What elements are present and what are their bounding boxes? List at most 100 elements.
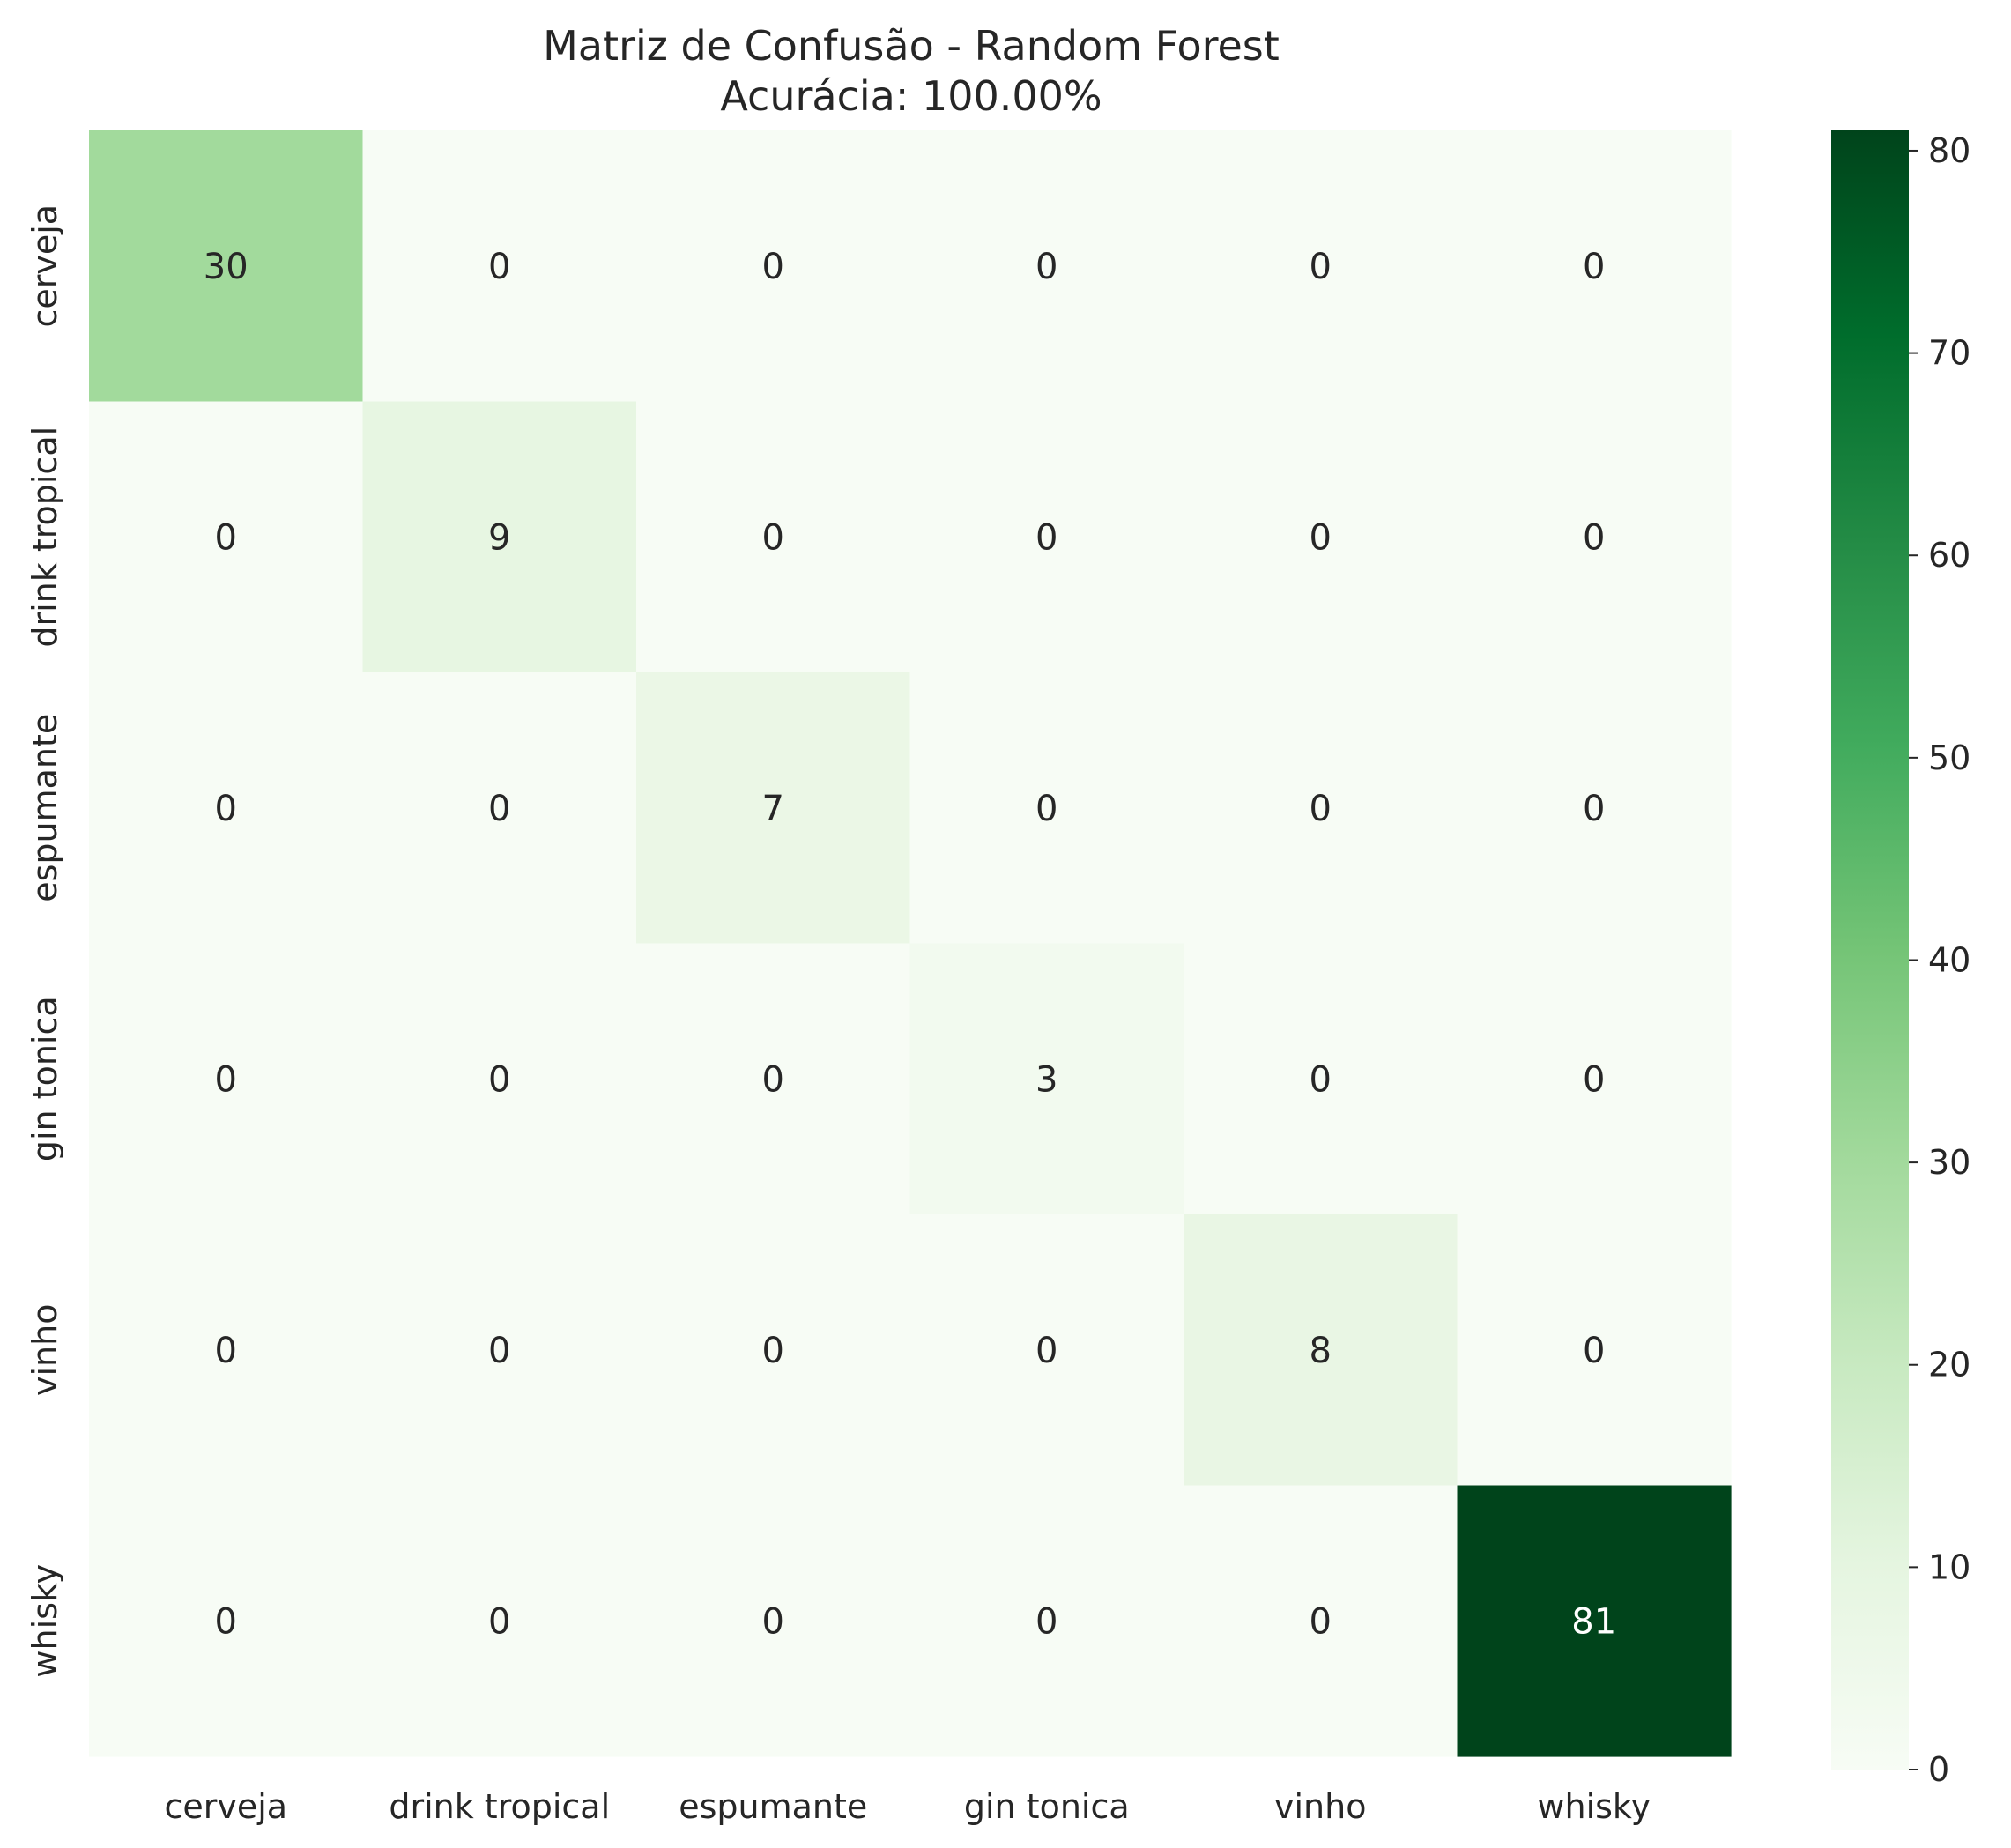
heatmap-cell-whisky-cerveja	[89, 1485, 364, 1757]
cell-value-label: 0	[1583, 1059, 1605, 1100]
cell-value-label: 0	[488, 1331, 510, 1371]
heatmap-cell-gin-tonica-cerveja	[89, 943, 364, 1215]
heatmap-cell-cerveja-drink-tropical	[362, 130, 637, 403]
cell-value-label: 0	[762, 1059, 784, 1100]
cell-value-label: 0	[1583, 517, 1605, 558]
cell-value-label: 9	[488, 517, 510, 558]
heatmap-cell-vinho-drink-tropical	[362, 1214, 637, 1487]
y-tick-label: espumante	[26, 714, 64, 902]
heatmap-cell-whisky-espumante	[636, 1485, 911, 1757]
heatmap-cell-espumante-whisky	[1457, 672, 1732, 945]
heatmap-cell-drink-tropical-gin-tonica	[909, 401, 1184, 673]
heatmap-cell-espumante-cerveja	[89, 672, 364, 945]
colorbar-tick-label: 10	[1928, 1547, 1970, 1586]
heatmap-cell-whisky-whisky	[1457, 1485, 1732, 1757]
heatmap-cell-vinho-gin-tonica	[909, 1214, 1184, 1487]
colorbar-tick-label: 80	[1928, 131, 1970, 170]
x-axis-ticks: cerveja drink tropical espumante gin tonica…	[164, 1787, 1651, 1826]
heatmap-cell-cerveja-vinho	[1184, 130, 1458, 403]
heatmap-cell-gin-tonica-drink-tropical	[362, 943, 637, 1215]
heatmap-cell-whisky-drink-tropical	[362, 1485, 637, 1757]
colorbar-tick-label: 20	[1928, 1346, 1970, 1384]
heatmap-cell-gin-tonica-espumante	[636, 943, 911, 1215]
chart-title: Matriz de Confusão - Random Forest	[543, 22, 1280, 70]
heatmap-cell-drink-tropical-cerveja	[89, 401, 364, 673]
colorbar-tick-label: 0	[1928, 1750, 1949, 1789]
heatmap-cell-espumante-gin-tonica	[909, 672, 1184, 945]
cell-value-label: 0	[215, 1331, 237, 1371]
cell-value-label: 30	[204, 247, 249, 287]
x-tick-label: gin tonica	[964, 1787, 1130, 1826]
colorbar-tick-label: 60	[1928, 536, 1970, 575]
cell-value-label: 0	[1035, 247, 1057, 287]
heatmap-cell-drink-tropical-vinho	[1184, 401, 1458, 673]
cell-value-label: 0	[215, 789, 237, 829]
cell-value-label: 0	[1035, 789, 1057, 829]
cell-annotations: 30 0 0 0 0 00 9 0 0 0 00 0 7 0 0 00 0 0 3 0 00 0 0 0 8 00 0 0 0 0 81	[204, 247, 1616, 1643]
y-axis-ticks: cerveja drink tropical espumante gin tonica…	[26, 204, 64, 1678]
heatmap-grid	[89, 130, 1732, 1757]
heatmap-cell-espumante-espumante	[636, 672, 911, 945]
cell-value-label: 0	[215, 517, 237, 558]
cell-value-label: 0	[1310, 1601, 1332, 1642]
cell-value-label: 0	[1035, 517, 1057, 558]
y-tick-label: cerveja	[26, 204, 64, 328]
heatmap-cell-vinho-vinho	[1184, 1214, 1458, 1487]
colorbar-ticks: 0 10 20 30 40 50 60 70 80	[1909, 131, 1970, 1789]
y-tick-label: drink tropical	[26, 427, 64, 648]
cell-value-label: 81	[1571, 1601, 1616, 1642]
heatmap-cell-gin-tonica-whisky	[1457, 943, 1732, 1215]
heatmap-cell-drink-tropical-whisky	[1457, 401, 1732, 673]
heatmap-cell-cerveja-espumante	[636, 130, 911, 403]
heatmap-cell-cerveja-cerveja	[89, 130, 364, 403]
cell-value-label: 0	[762, 1331, 784, 1371]
cell-value-label: 8	[1310, 1331, 1332, 1371]
chart-subtitle: Acurácia: 100.00%	[720, 72, 1102, 120]
colorbar	[1831, 130, 1909, 1770]
cell-value-label: 0	[1035, 1331, 1057, 1371]
cell-value-label: 0	[215, 1601, 237, 1642]
cell-value-label: 0	[1583, 789, 1605, 829]
cell-value-label: 0	[1035, 1601, 1057, 1642]
heatmap-cell-gin-tonica-vinho	[1184, 943, 1458, 1215]
heatmap-cell-vinho-cerveja	[89, 1214, 364, 1487]
cell-value-label: 0	[1583, 247, 1605, 287]
x-tick-label: cerveja	[164, 1787, 287, 1826]
y-tick-label: whisky	[26, 1564, 64, 1678]
heatmap-cell-vinho-whisky	[1457, 1214, 1732, 1487]
x-tick-label: whisky	[1537, 1787, 1651, 1826]
colorbar-tick-label: 40	[1928, 940, 1970, 979]
cell-value-label: 0	[488, 789, 510, 829]
y-tick-label: vinho	[26, 1304, 64, 1396]
heatmap-cell-cerveja-whisky	[1457, 130, 1732, 403]
heatmap-cell-whisky-vinho	[1184, 1485, 1458, 1757]
cell-value-label: 0	[762, 247, 784, 287]
x-tick-label: espumante	[679, 1787, 867, 1826]
colorbar-tick-label: 30	[1928, 1143, 1970, 1182]
cell-value-label: 3	[1035, 1059, 1057, 1100]
heatmap-cell-gin-tonica-gin-tonica	[909, 943, 1184, 1215]
heatmap-cell-vinho-espumante	[636, 1214, 911, 1487]
colorbar-tick-label: 50	[1928, 738, 1970, 777]
heatmap-cell-espumante-drink-tropical	[362, 672, 637, 945]
cell-value-label: 7	[762, 789, 784, 829]
heatmap-cell-cerveja-gin-tonica	[909, 130, 1184, 403]
cell-value-label: 0	[488, 1601, 510, 1642]
cell-value-label: 0	[488, 1059, 510, 1100]
heatmap-cell-whisky-gin-tonica	[909, 1485, 1184, 1757]
heatmap-cell-espumante-vinho	[1184, 672, 1458, 945]
x-tick-label: drink tropical	[389, 1787, 610, 1826]
cell-value-label: 0	[488, 247, 510, 287]
cell-value-label: 0	[1583, 1331, 1605, 1371]
cell-value-label: 0	[1310, 247, 1332, 287]
cell-value-label: 0	[762, 517, 784, 558]
cell-value-label: 0	[1310, 517, 1332, 558]
cell-value-label: 0	[215, 1059, 237, 1100]
heatmap-cell-drink-tropical-drink-tropical	[362, 401, 637, 673]
cell-value-label: 0	[1310, 1059, 1332, 1100]
x-tick-label: vinho	[1274, 1787, 1366, 1826]
colorbar-tick-label: 70	[1928, 334, 1970, 373]
cell-value-label: 0	[1310, 789, 1332, 829]
heatmap-cell-drink-tropical-espumante	[636, 401, 911, 673]
